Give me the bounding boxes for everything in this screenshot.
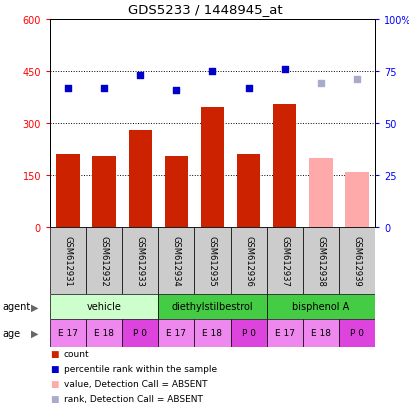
Point (245, 85, 251, 92)
Text: bisphenol A: bisphenol A (292, 302, 348, 312)
Bar (92, 157, 116, 228)
Bar (194, 319, 230, 347)
Text: GSM612935: GSM612935 (207, 235, 216, 286)
Bar (122, 319, 158, 347)
Bar (302, 228, 338, 294)
Bar (230, 319, 266, 347)
Point (101, 85, 107, 92)
Bar (194, 228, 230, 294)
Text: value, Detection Call = ABSENT: value, Detection Call = ABSENT (64, 380, 207, 389)
Point (281, 66, 287, 73)
Bar (158, 319, 194, 347)
Point (137, 73, 143, 79)
Text: ■: ■ (50, 350, 58, 358)
Text: GSM612933: GSM612933 (135, 235, 144, 286)
Text: count: count (64, 350, 90, 358)
Text: GDS5233 / 1448945_at: GDS5233 / 1448945_at (127, 3, 282, 17)
Text: E 17: E 17 (58, 329, 78, 338)
Bar (50, 228, 86, 294)
Point (173, 87, 179, 94)
Text: E 17: E 17 (274, 329, 294, 338)
Bar (338, 228, 374, 294)
Bar (266, 319, 302, 347)
Bar (272, 104, 296, 228)
Text: ■: ■ (50, 394, 58, 404)
Text: age: age (2, 328, 20, 338)
Bar (158, 294, 266, 319)
Bar (338, 319, 374, 347)
Text: vehicle: vehicle (87, 302, 121, 312)
Bar (236, 155, 260, 228)
Bar (302, 319, 338, 347)
Text: P 0: P 0 (349, 329, 363, 338)
Bar (266, 294, 374, 319)
Bar (164, 157, 188, 228)
Text: agent: agent (2, 302, 30, 312)
Bar (158, 228, 194, 294)
Bar (230, 228, 266, 294)
Point (317, 81, 324, 88)
Text: ■: ■ (50, 380, 58, 389)
Text: E 18: E 18 (94, 329, 114, 338)
Bar (128, 131, 152, 228)
Bar (122, 228, 158, 294)
Point (353, 77, 360, 83)
Text: GSM612936: GSM612936 (243, 235, 252, 286)
Text: GSM612932: GSM612932 (99, 235, 108, 286)
Bar (344, 172, 368, 228)
Text: ■: ■ (50, 365, 58, 374)
Text: GSM612939: GSM612939 (352, 235, 361, 286)
Text: GSM612937: GSM612937 (279, 235, 288, 286)
Text: diethylstilbestrol: diethylstilbestrol (171, 302, 253, 312)
Bar (56, 155, 80, 228)
Point (209, 69, 215, 75)
Text: rank, Detection Call = ABSENT: rank, Detection Call = ABSENT (64, 394, 202, 404)
Bar (308, 158, 332, 228)
Bar (86, 228, 122, 294)
Bar (200, 108, 224, 228)
Text: ▶: ▶ (31, 302, 38, 312)
Bar (86, 319, 122, 347)
Text: P 0: P 0 (241, 329, 255, 338)
Bar (50, 294, 158, 319)
Text: E 18: E 18 (310, 329, 330, 338)
Text: GSM612934: GSM612934 (171, 235, 180, 286)
Text: GSM612938: GSM612938 (316, 235, 324, 286)
Bar (50, 319, 86, 347)
Point (65, 85, 71, 92)
Bar (266, 228, 302, 294)
Text: E 18: E 18 (202, 329, 222, 338)
Text: P 0: P 0 (133, 329, 147, 338)
Text: GSM612931: GSM612931 (63, 235, 72, 286)
Text: ▶: ▶ (31, 328, 38, 338)
Text: E 17: E 17 (166, 329, 186, 338)
Text: percentile rank within the sample: percentile rank within the sample (64, 365, 217, 374)
